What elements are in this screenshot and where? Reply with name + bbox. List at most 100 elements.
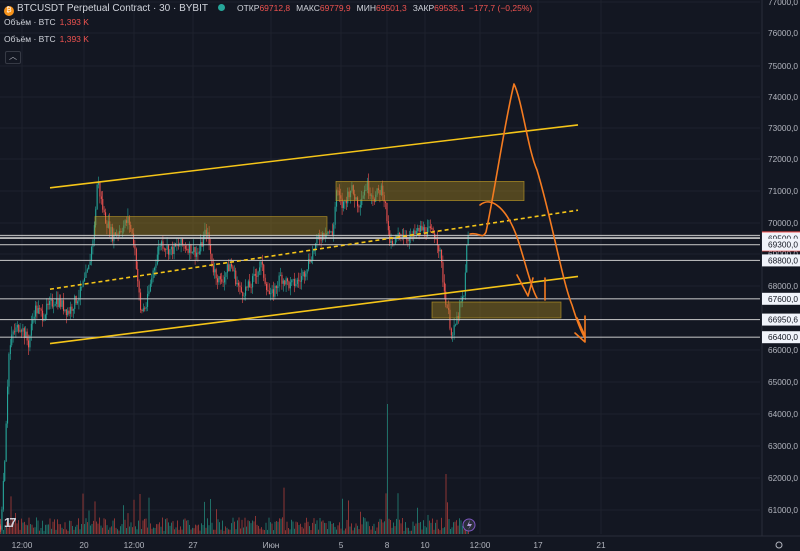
candle-body [366, 180, 368, 191]
candle-body [214, 269, 216, 273]
candle-body [11, 334, 13, 346]
candle-body [32, 319, 34, 324]
price-tick-label: 69000,0 [768, 249, 798, 259]
candle-body [135, 248, 137, 269]
volume-bar [171, 522, 172, 534]
projection-arrow [516, 274, 534, 297]
volume-bar [211, 522, 213, 534]
candle-body [5, 423, 7, 462]
candle-body [112, 227, 114, 242]
volume-bar [160, 526, 162, 534]
volume-bar [372, 526, 373, 534]
volume-bar [10, 496, 12, 534]
candle-body [141, 309, 143, 312]
volume-legend-row[interactable]: Объём · BTC 1,393 K [4, 15, 89, 29]
candle-body [0, 525, 2, 530]
candle-body [253, 273, 255, 277]
chevron-up-icon[interactable]: ︿ [5, 51, 21, 64]
candle-body [394, 238, 396, 244]
price-axis[interactable] [762, 0, 800, 536]
volume-bar [156, 524, 157, 534]
candle-body [362, 195, 364, 199]
volume-bar [34, 527, 36, 534]
candle-body [131, 229, 133, 234]
volume-bar [73, 529, 75, 534]
volume-bar [243, 527, 244, 534]
candle-body [270, 293, 272, 295]
volume-bar [363, 517, 364, 534]
candle-body [176, 244, 178, 247]
volume-bar [310, 530, 312, 534]
candle-body [432, 228, 434, 234]
candle-body [422, 227, 424, 231]
volume-label: Объём · BTC [4, 34, 56, 44]
volume-bar [397, 493, 399, 534]
candle-body [58, 299, 60, 307]
candle-body [386, 202, 388, 222]
candle-body [182, 239, 184, 245]
settings-icon[interactable] [775, 541, 783, 549]
volume-bar [237, 520, 238, 534]
volume-bar [220, 529, 222, 534]
volume-bar [463, 529, 465, 534]
candle-body [329, 231, 331, 233]
volume-bar [22, 522, 24, 534]
volume-bar [313, 518, 315, 534]
candle-body [284, 280, 286, 285]
volume-bar [135, 526, 136, 534]
volume-bar [55, 529, 57, 534]
volume-bar [331, 523, 333, 534]
volume-bar [291, 519, 292, 534]
volume-bar [43, 530, 45, 534]
volume-bar [49, 518, 51, 534]
volume-bar [378, 521, 379, 534]
price-tick-label: 72000,0 [768, 154, 798, 164]
candle-body [2, 480, 4, 510]
volume-bar [330, 521, 331, 534]
candle-body [172, 246, 174, 255]
candle-body [92, 240, 94, 247]
candle-body [57, 298, 59, 307]
high-value: 69779,9 [319, 3, 351, 13]
candle-body [189, 244, 191, 253]
volume-bar [63, 529, 64, 534]
volume-bar [306, 517, 307, 534]
volume-bar [7, 527, 9, 534]
volume-bar [48, 524, 49, 534]
time-tick-label: 5 [339, 540, 344, 550]
candle-body [421, 225, 423, 231]
volume-bar [241, 519, 243, 534]
time-tick-label: 8 [385, 540, 390, 550]
candle-body [64, 309, 66, 311]
candle-body [252, 276, 254, 288]
volume-bar [181, 529, 183, 534]
volume-bar [246, 526, 247, 534]
candle-body [98, 182, 100, 185]
volume-legend-row[interactable]: Объём · BTC 1,393 K [4, 32, 89, 46]
volume-bar [1, 527, 3, 534]
volume-bar [198, 524, 199, 534]
volume-bar [120, 526, 121, 534]
candle-body [337, 190, 339, 192]
candle-body [16, 325, 18, 328]
volume-bar [123, 505, 124, 534]
candle-body [116, 233, 118, 236]
candle-body [280, 274, 282, 276]
volume-bar [174, 529, 175, 534]
volume-bar [39, 530, 40, 534]
candle-body [277, 286, 279, 289]
candle-body [168, 245, 170, 255]
candle-body [113, 232, 115, 242]
candle-body [236, 282, 238, 285]
volume-bar [402, 518, 403, 534]
candle-body [439, 249, 441, 252]
volume-bar [141, 529, 142, 534]
volume-bar [447, 502, 448, 534]
candle-body [179, 245, 181, 247]
volume-bar [357, 525, 358, 534]
projection-arrow [479, 201, 538, 299]
symbol-title[interactable]: BTCUSDT Perpetual Contract · 30 · BYBIT [17, 3, 208, 14]
candle-body [54, 304, 56, 306]
